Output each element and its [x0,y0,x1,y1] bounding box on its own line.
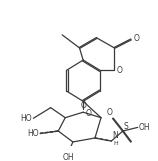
Text: O: O [80,101,86,110]
Text: S: S [124,122,128,131]
Text: OH: OH [63,153,75,161]
Text: OH: OH [138,123,150,132]
Text: O: O [106,108,112,117]
Text: O: O [117,66,122,75]
Text: HO: HO [21,114,32,123]
Text: O: O [85,109,91,118]
Text: N: N [112,131,118,140]
Text: HO: HO [27,129,39,138]
Text: O: O [133,34,139,43]
Text: H: H [114,142,118,147]
